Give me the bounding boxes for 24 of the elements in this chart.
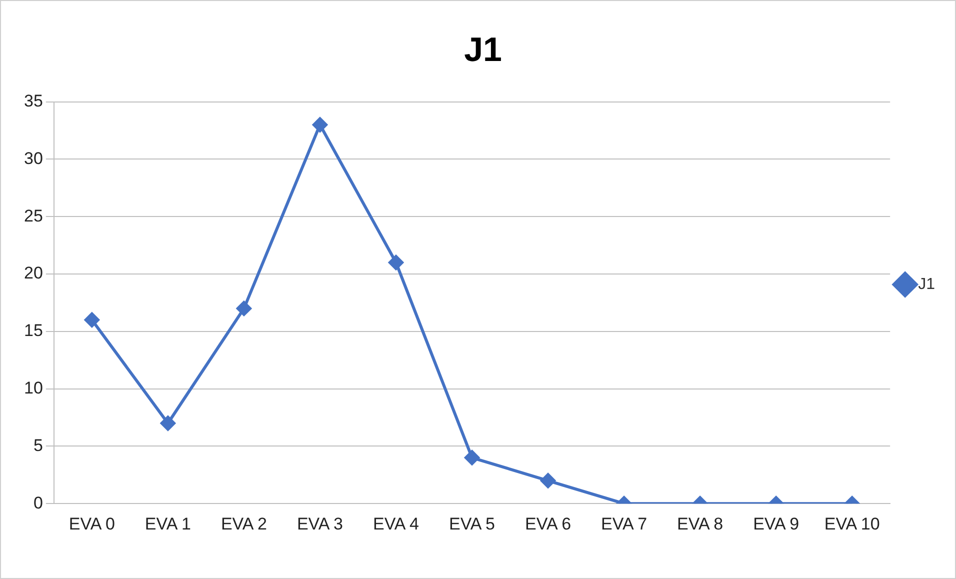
- x-tick-label: EVA 9: [753, 514, 800, 534]
- legend-label: J1: [918, 276, 936, 293]
- y-tick-label: 20: [24, 264, 43, 283]
- y-tick-label: 5: [33, 436, 43, 455]
- x-tick-label: EVA 4: [372, 514, 419, 534]
- x-tick-label: EVA 1: [144, 514, 191, 534]
- point: [236, 300, 252, 316]
- point: [84, 312, 100, 328]
- point: [388, 255, 404, 270]
- x-tick-label: EVA 7: [601, 514, 648, 534]
- x-tick-label: EVA 3: [296, 514, 343, 534]
- x-tick-label: EVA 10: [824, 514, 880, 534]
- y-tick-label: 0: [33, 493, 43, 512]
- x-tick-label: EVA 8: [677, 514, 724, 534]
- y-tick-label: 10: [24, 378, 43, 398]
- y-tick-label: 15: [24, 321, 43, 340]
- x-tick-label: EVA 0: [68, 514, 115, 534]
- y-tick-label: 30: [24, 148, 43, 168]
- y-tick-label: 35: [24, 91, 43, 110]
- y-tick-label: 25: [24, 206, 43, 226]
- x-tick-label: EVA 5: [449, 514, 496, 534]
- x-tick-label: EVA 6: [525, 514, 572, 534]
- x-tick-label: EVA 2: [220, 514, 267, 534]
- chart-title: J1: [464, 30, 502, 69]
